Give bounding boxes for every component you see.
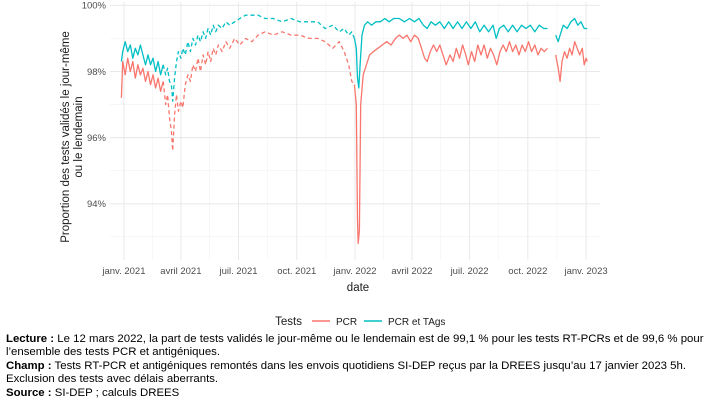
x-tick-label: janv. 2022 xyxy=(332,266,376,277)
caption: Lecture : Le 12 mars 2022, la part de te… xyxy=(6,333,714,400)
caption-lecture: Lecture : Le 12 mars 2022, la part de te… xyxy=(6,333,714,360)
x-tick-label: juil. 2022 xyxy=(450,266,489,277)
x-tick-label: janv. 2021 xyxy=(101,266,145,277)
series-line-segment xyxy=(162,14,356,102)
y-tick-label: 100% xyxy=(82,1,107,12)
chart: 94% 96% 98% 100% janv. 2021 avril 2021 juil. … xyxy=(60,1,608,328)
series-line-segment xyxy=(120,57,164,98)
legend-label-pcr-tags: PCR et TAgs xyxy=(388,317,445,328)
caption-source: Source : SI-DEP ; calculs DREES xyxy=(6,387,714,400)
source-label: Source : xyxy=(6,386,52,399)
series-line-segment xyxy=(353,34,548,245)
series-layer xyxy=(120,14,588,245)
x-tick-label: avril 2022 xyxy=(391,266,432,277)
series-line-segment xyxy=(120,41,164,76)
lecture-label: Lecture : xyxy=(6,333,55,345)
champ-label: Champ : xyxy=(6,359,52,372)
legend-title: Tests xyxy=(275,316,302,328)
series-line-segment xyxy=(555,41,588,83)
x-tick-label: oct. 2021 xyxy=(277,266,316,277)
y-axis-ticks: 94% 96% 98% 100% xyxy=(82,1,107,210)
legend: Tests PCR PCR et TAgs xyxy=(275,316,445,328)
champ-text: Tests RT-PCR et antigéniques remontés da… xyxy=(6,359,687,386)
caption-champ: Champ : Tests RT-PCR et antigéniques rem… xyxy=(6,360,714,387)
lecture-text: Le 12 mars 2022, la part de tests validé… xyxy=(6,333,704,359)
series-line-segment xyxy=(162,31,355,152)
y-tick-label: 94% xyxy=(87,199,107,210)
x-axis-ticks: janv. 2021 avril 2021 juil. 2021 oct. 2021 j… xyxy=(101,266,607,277)
legend-label-pcr: PCR xyxy=(336,317,357,328)
y-tick-label: 98% xyxy=(87,67,107,78)
series-line-segment xyxy=(555,17,588,43)
x-tick-label: avril 2021 xyxy=(160,266,201,277)
series-pcr xyxy=(120,31,588,245)
series-pcr-tags xyxy=(120,14,588,102)
x-axis-title: date xyxy=(347,282,369,294)
x-tick-label: oct. 2022 xyxy=(508,266,547,277)
y-axis-title-line1: Proportion des tests validés le jour-mêm… xyxy=(60,31,72,243)
y-axis-title-line2: ou le lendemain xyxy=(73,96,85,177)
series-line-segment xyxy=(353,17,548,89)
source-text: SI-DEP ; calculs DREES xyxy=(54,386,180,399)
x-tick-label: janv. 2023 xyxy=(564,266,608,277)
x-tick-label: juil. 2021 xyxy=(218,266,257,277)
y-tick-label: 96% xyxy=(87,133,107,144)
